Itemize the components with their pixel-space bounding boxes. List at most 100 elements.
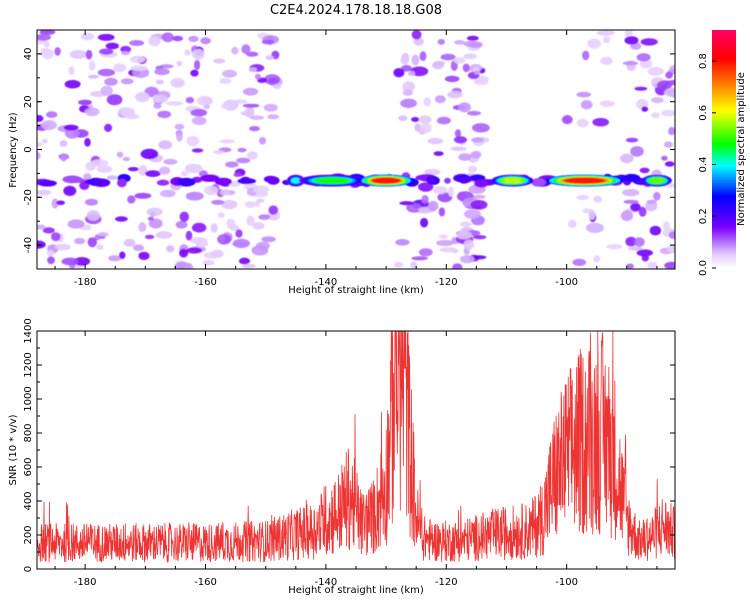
heatmap-noise-blob: [120, 78, 134, 85]
x-tick-label: -180: [74, 277, 97, 288]
heatmap-noise-blob: [459, 221, 472, 228]
heatmap-noise-blob: [204, 185, 219, 196]
heatmap-noise-blob: [172, 35, 184, 42]
heatmap-band-noise: [531, 178, 547, 187]
heatmap-noise-blob: [622, 61, 639, 66]
colorbar-tick-label: 0.0: [698, 260, 709, 276]
y-tick-label: 1000: [23, 386, 34, 411]
snr-x-axis: -180 -160 -140 -120 -100: [54, 331, 658, 588]
heatmap-noise-blob: [473, 194, 486, 199]
heatmap-noise-blob: [437, 38, 445, 45]
heatmap-noise-blob: [411, 117, 420, 122]
heatmap-noise-blob: [104, 123, 113, 132]
heatmap-noise-blob: [454, 40, 465, 45]
heatmap-noise-blob: [185, 96, 195, 104]
heatmap-noise-blob: [210, 223, 218, 233]
heatmap-noise-blob: [166, 245, 175, 253]
heatmap-band-segment: [501, 177, 524, 184]
heatmap-noise-blob: [64, 79, 81, 89]
heatmap-noise-blob: [418, 248, 433, 257]
heatmap-noise-blob: [120, 45, 132, 53]
heatmap-noise-blob: [473, 70, 481, 75]
heatmap-noise-blob: [639, 167, 650, 174]
heatmap-noise-blob: [127, 195, 136, 204]
heatmap-noise-blob: [138, 222, 147, 233]
heatmap-noise-blob: [46, 111, 58, 118]
heatmap-noise-blob: [108, 255, 122, 262]
heatmap-noise-blob: [246, 51, 259, 57]
heatmap-noise-blob: [146, 207, 163, 217]
heatmap-noise-blob: [41, 138, 48, 144]
x-tick-label: -140: [315, 277, 338, 288]
heatmap-noise-blob: [664, 261, 675, 269]
heatmap-noise-blob: [638, 206, 647, 217]
heatmap-noise-blob: [130, 65, 148, 71]
heatmap-noise-blob: [663, 87, 675, 97]
heatmap-noise-blob: [144, 234, 155, 240]
heatmap-noise-blob: [438, 207, 446, 217]
heatmap-noise-blob: [472, 123, 490, 133]
heatmap-band-segment: [648, 177, 666, 184]
heatmap-noise-blob: [242, 103, 260, 108]
heatmap-noise-blob: [398, 115, 408, 121]
heatmap-band-noise: [199, 174, 220, 182]
heatmap-noise-blob: [85, 49, 93, 60]
heatmap-noise-blob: [160, 189, 176, 198]
heatmap-noise-blob: [256, 198, 265, 203]
heatmap-noise-blob: [74, 237, 86, 245]
heatmap-noise-blob: [580, 100, 593, 110]
heatmap-noise-blob: [432, 61, 444, 70]
heatmap-noise-blob: [68, 66, 75, 76]
heatmap-noise-blob: [41, 120, 57, 131]
heatmap-noise-blob: [122, 156, 131, 162]
heatmap-noise-blob: [73, 257, 91, 266]
y-tick-label: 1400: [23, 318, 34, 343]
heatmap-noise-blob: [194, 59, 201, 71]
heatmap-noise-blob: [42, 227, 55, 234]
heatmap-noise-blob: [219, 189, 231, 196]
heatmap-noise-blob: [467, 110, 482, 116]
heatmap-noise-blob: [51, 198, 59, 209]
heatmap-noise-blob: [166, 101, 184, 106]
heatmap-noise-blob: [155, 79, 164, 85]
heatmap-noise-blob: [456, 230, 473, 240]
heatmap-noise-blob: [222, 69, 237, 78]
heatmap-noise-blob: [418, 182, 434, 192]
colorbar-tick-label: 0.8: [698, 53, 709, 69]
heatmap-noise-blob: [647, 66, 664, 76]
heatmap-noise-blob: [567, 219, 577, 229]
heatmap-noise-blob: [179, 211, 189, 222]
heatmap-noise-blob: [250, 115, 265, 120]
heatmap-panel: -180 -160 -140 -120 -100 -40 -20 0 20 40 Height …: [8, 29, 676, 296]
heatmap-noise-blob: [254, 201, 261, 207]
heatmap-noise-blob: [400, 55, 410, 65]
heatmap-noise-blob: [411, 30, 422, 40]
colorbar-tick-label: 0.2: [698, 208, 709, 224]
heatmap-band-noise: [62, 175, 82, 184]
heatmap-noise-blob: [661, 155, 668, 161]
heatmap-noise-blob: [159, 64, 174, 69]
y-tick-label: 600: [23, 457, 34, 476]
heatmap-marks: [37, 30, 675, 269]
heatmap-noise-blob: [582, 50, 590, 61]
heatmap-noise-blob: [121, 51, 130, 56]
y-tick-label: 200: [23, 525, 34, 544]
heatmap-noise-blob: [97, 232, 109, 237]
heatmap-noise-blob: [175, 131, 183, 142]
heatmap-noise-blob: [221, 199, 238, 210]
heatmap-noise-blob: [184, 263, 194, 269]
heatmap-noise-blob: [67, 219, 85, 229]
heatmap-noise-blob: [440, 53, 456, 61]
heatmap-noise-blob: [55, 243, 71, 251]
heatmap-noise-blob: [127, 167, 139, 172]
heatmap-noise-blob: [231, 46, 239, 55]
heatmap-noise-blob: [421, 195, 429, 204]
heatmap-noise-blob: [175, 220, 188, 229]
heatmap-noise-blob: [47, 256, 55, 265]
heatmap-noise-blob: [471, 255, 487, 260]
heatmap-noise-blob: [420, 217, 429, 228]
heatmap-noise-blob: [246, 215, 255, 226]
heatmap-noise-blob: [225, 161, 239, 168]
heatmap-noise-blob: [656, 80, 672, 90]
heatmap-noise-blob: [51, 232, 61, 242]
